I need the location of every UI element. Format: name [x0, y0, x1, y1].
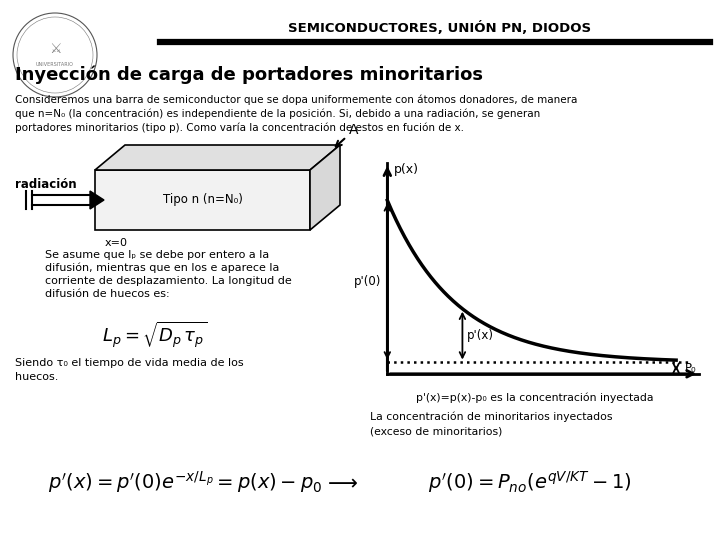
Polygon shape [90, 191, 104, 209]
Text: $p'(x) = p'(0)e^{-x/L_p} = p(x) - p_0$: $p'(x) = p'(0)e^{-x/L_p} = p(x) - p_0$ [48, 469, 322, 495]
Text: huecos.: huecos. [15, 372, 58, 382]
Text: Tipo n (n=N₀): Tipo n (n=N₀) [163, 193, 243, 206]
Text: x=0: x=0 [105, 238, 128, 248]
Text: P₀: P₀ [685, 362, 696, 375]
Text: A: A [336, 123, 359, 146]
Text: difusión, mientras que en los e aparece la: difusión, mientras que en los e aparece … [45, 263, 279, 273]
Text: La concentración de minoritarios inyectados: La concentración de minoritarios inyecta… [370, 411, 613, 422]
Text: p'(x): p'(x) [467, 329, 494, 342]
Text: p(x): p(x) [395, 163, 419, 176]
Text: p'(0): p'(0) [354, 275, 382, 288]
Polygon shape [95, 170, 310, 230]
Text: Inyección de carga de portadores minoritarios: Inyección de carga de portadores minorit… [15, 66, 483, 84]
Polygon shape [95, 145, 340, 170]
Text: $L_p = \sqrt{D_p\,\tau_p}$: $L_p = \sqrt{D_p\,\tau_p}$ [102, 320, 208, 350]
Polygon shape [310, 145, 340, 230]
Text: radiación: radiación [15, 178, 76, 191]
Text: Consideremos una barra de semiconductor que se dopa uniformemente con átomos don: Consideremos una barra de semiconductor … [15, 94, 577, 105]
Text: Se asume que Iₚ se debe por entero a la: Se asume que Iₚ se debe por entero a la [45, 250, 269, 260]
Text: $\longrightarrow$: $\longrightarrow$ [323, 472, 357, 492]
Text: $p'(0) = P_{no}(e^{qV/KT} - 1)$: $p'(0) = P_{no}(e^{qV/KT} - 1)$ [428, 469, 632, 495]
Text: Siendo τ₀ el tiempo de vida media de los: Siendo τ₀ el tiempo de vida media de los [15, 358, 243, 368]
Text: (exceso de minoritarios): (exceso de minoritarios) [370, 426, 503, 436]
Text: que n=N₀ (la concentración) es independiente de la posición. Si, debido a una ra: que n=N₀ (la concentración) es independi… [15, 109, 540, 119]
Text: difusión de huecos es:: difusión de huecos es: [45, 289, 170, 299]
Text: ⚔: ⚔ [49, 42, 61, 56]
Text: p'(x)=p(x)-p₀ es la concentración inyectada: p'(x)=p(x)-p₀ es la concentración inyect… [416, 393, 654, 403]
Text: UNIVERSITARIO: UNIVERSITARIO [36, 63, 74, 68]
Text: SEMICONDUCTORES, UNIÓN PN, DIODOS: SEMICONDUCTORES, UNIÓN PN, DIODOS [289, 21, 592, 35]
Text: corriente de desplazamiento. La longitud de: corriente de desplazamiento. La longitud… [45, 276, 292, 286]
Text: portadores minoritarios (tipo p). Como varía la concentración de estos en fución: portadores minoritarios (tipo p). Como v… [15, 123, 464, 133]
